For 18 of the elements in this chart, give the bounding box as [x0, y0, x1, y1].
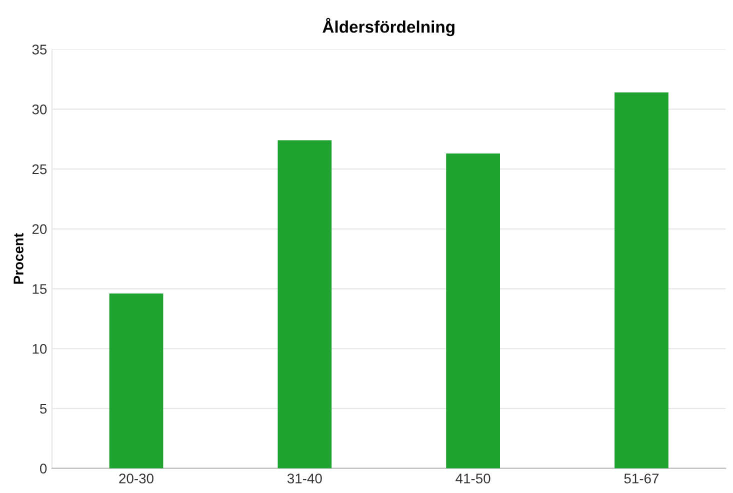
y-tick-label: 5	[40, 404, 47, 414]
bar	[278, 140, 332, 468]
bar	[614, 92, 668, 468]
x-tick-label: 41-50	[456, 474, 490, 484]
x-tick-label: 51-67	[624, 474, 659, 484]
bar	[446, 153, 500, 468]
bar	[109, 294, 164, 468]
x-tick-label: 31-40	[287, 474, 322, 484]
x-tick-label: 20-30	[119, 474, 154, 484]
y-axis-title: Procent	[14, 233, 24, 284]
y-tick-label: 0	[40, 464, 47, 474]
chart-title: Åldersfördelning	[322, 18, 454, 36]
y-tick-label: 15	[32, 284, 47, 294]
y-tick-label: 30	[32, 104, 47, 114]
y-tick-label: 20	[32, 224, 47, 234]
y-tick-label: 35	[32, 44, 47, 54]
y-tick-label: 25	[32, 164, 47, 174]
y-tick-label: 10	[32, 344, 47, 354]
